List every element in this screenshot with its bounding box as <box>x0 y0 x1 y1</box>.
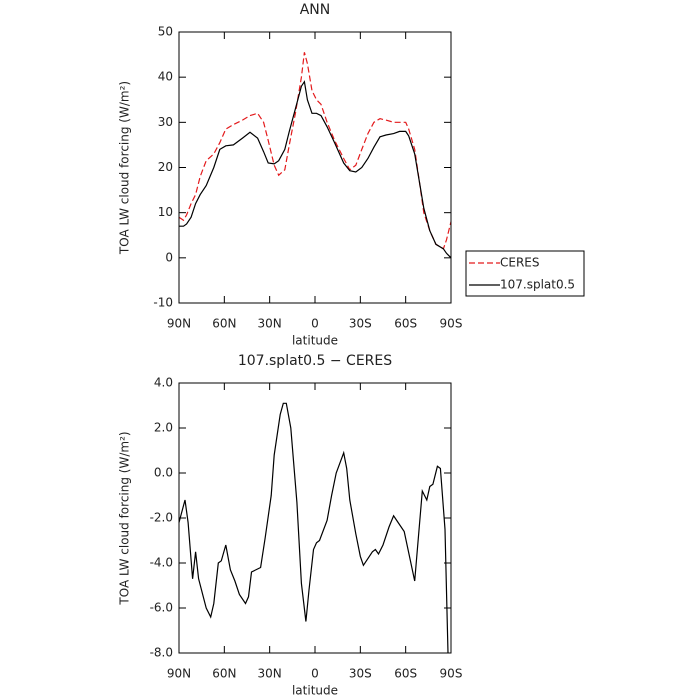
y-tick-label: 20 <box>158 160 173 174</box>
y-tick-label: -2.0 <box>150 511 173 525</box>
x-axis-label: latitude <box>292 684 338 698</box>
y-axis-label: TOA LW cloud forcing (W/m²) <box>118 431 132 605</box>
y-tick-label: 10 <box>158 205 173 219</box>
y-tick-label: 50 <box>158 25 173 39</box>
x-tick-label: 60N <box>212 317 236 331</box>
x-axis-label: latitude <box>292 334 338 348</box>
legend-label: 107.splat0.5 <box>500 278 575 292</box>
y-tick-label: 4.0 <box>154 376 173 390</box>
plot-frame <box>178 31 452 304</box>
legend-box <box>465 250 585 297</box>
x-tick-label: 0 <box>311 667 319 681</box>
x-tick-label: 60S <box>394 667 417 681</box>
legend-label: CERES <box>500 256 540 270</box>
y-tick-label: -8.0 <box>150 646 173 660</box>
x-tick-label: 30N <box>258 667 282 681</box>
x-tick-label: 30N <box>258 317 282 331</box>
y-tick-label: -10 <box>153 296 173 310</box>
data-line <box>179 80 452 259</box>
x-tick-label: 90S <box>440 667 463 681</box>
chart-title: 107.splat0.5 − CERES <box>238 353 392 369</box>
x-tick-label: 90N <box>167 317 191 331</box>
data-line <box>178 52 452 250</box>
x-tick-label: 30S <box>349 667 372 681</box>
x-tick-label: 60S <box>394 317 417 331</box>
y-tick-label: 0.0 <box>154 466 173 480</box>
x-tick-label: 90S <box>440 317 463 331</box>
data-line <box>178 402 449 654</box>
y-tick-label: 30 <box>158 115 173 129</box>
plot-frame <box>178 382 452 654</box>
x-tick-label: 30S <box>349 317 372 331</box>
chart-title: ANN <box>300 2 331 18</box>
y-tick-label: 2.0 <box>154 421 173 435</box>
y-tick-label: -6.0 <box>150 601 173 615</box>
y-axis-label: TOA LW cloud forcing (W/m²) <box>118 81 132 255</box>
x-tick-label: 60N <box>212 667 236 681</box>
y-tick-label: -4.0 <box>150 556 173 570</box>
x-tick-label: 0 <box>311 317 319 331</box>
x-tick-label: 90N <box>167 667 191 681</box>
y-tick-label: 0 <box>165 250 173 264</box>
y-tick-label: 40 <box>158 70 173 84</box>
